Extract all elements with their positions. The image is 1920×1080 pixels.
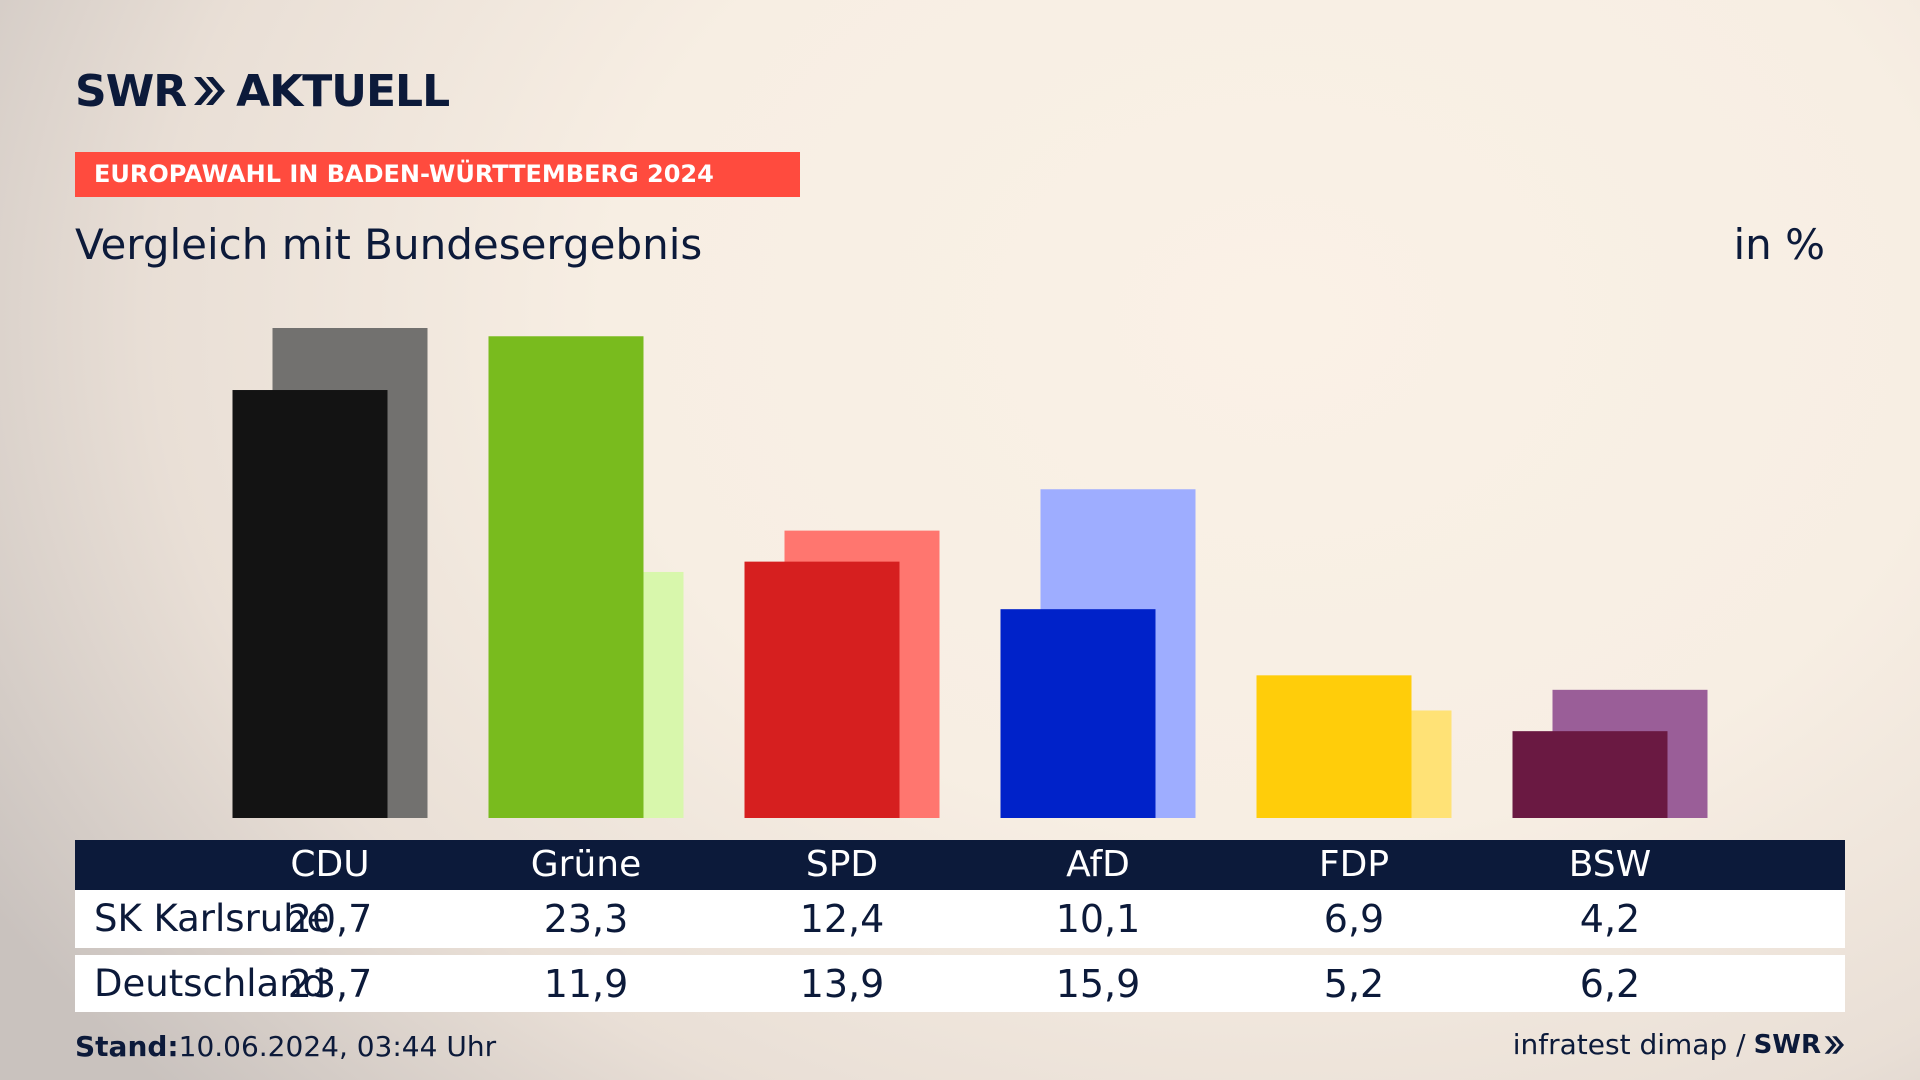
bar-karlsruhe-spd: [744, 561, 900, 818]
results-table: CDU Grüne SPD AfD FDP BSW SK Karlsruhe 20,7 23…: [75, 840, 1845, 1012]
table-row-karlsruhe: SK Karlsruhe 20,7 23,3 12,4 10,1 6,9 4,2: [75, 890, 1845, 948]
column-header-spd: SPD: [805, 844, 879, 885]
banner-text: EUROPAWAHL IN BADEN-WÜRTTEMBERG 2024: [94, 160, 714, 188]
cell-value: 20,7: [287, 897, 373, 941]
source-text: infratest dimap /: [1512, 1028, 1746, 1061]
bar-karlsruhe-bsw: [1512, 731, 1668, 818]
stand-label: Stand:: [75, 1030, 179, 1063]
table-row-deutschland: Deutschland 23,7 11,9 13,9 15,9 5,2 6,2: [75, 955, 1845, 1012]
bar-karlsruhe-afd: [1000, 609, 1156, 818]
table-header-row: CDU Grüne SPD AfD FDP BSW: [75, 840, 1845, 890]
timestamp: Stand:10.06.2024, 03:44 Uhr: [75, 1030, 496, 1063]
stand-value: 10.06.2024, 03:44 Uhr: [178, 1030, 497, 1063]
row-label-karlsruhe: SK Karlsruhe: [94, 897, 330, 940]
column-header-cdu: CDU: [290, 844, 370, 885]
bar-karlsruhe-grüne: [488, 336, 644, 818]
column-header-grüne: Grüne: [530, 844, 642, 885]
small-double-chevron-icon: [1824, 1035, 1844, 1054]
bar-karlsruhe-cdu: [232, 390, 388, 818]
row-label-deutschland: Deutschland: [94, 962, 327, 1005]
double-chevron-icon: [194, 77, 226, 105]
cell-value: 6,9: [1323, 897, 1385, 941]
bar-chart: [232, 328, 1708, 818]
cell-value: 4,2: [1579, 897, 1641, 941]
bar-karlsruhe-fdp: [1256, 675, 1412, 818]
unit-label: in %: [1733, 220, 1825, 269]
cell-value: 12,4: [799, 897, 885, 941]
cell-value: 11,9: [543, 962, 629, 1006]
column-header-afd: AfD: [1066, 844, 1130, 885]
logo-aktuell-text: AKTUELL: [236, 65, 450, 117]
swr-small-logo-text: SWR: [1753, 1029, 1821, 1060]
cell-value: 10,1: [1055, 897, 1141, 941]
logo-swr-text: SWR: [75, 65, 187, 117]
source-credit: infratest dimap / SWR: [1513, 1028, 1845, 1061]
cell-value: 15,9: [1055, 962, 1141, 1006]
cell-value: 13,9: [799, 962, 885, 1006]
cell-value: 6,2: [1579, 962, 1641, 1006]
chart-subtitle: Vergleich mit Bundesergebnis: [75, 220, 703, 269]
column-header-bsw: BSW: [1568, 844, 1652, 885]
election-banner: EUROPAWAHL IN BADEN-WÜRTTEMBERG 2024: [75, 152, 800, 197]
cell-value: 5,2: [1323, 962, 1385, 1006]
swr-aktuell-logo: SWR AKTUELL: [75, 65, 450, 117]
column-header-fdp: FDP: [1318, 844, 1390, 885]
cell-value: 23,7: [287, 962, 373, 1006]
cell-value: 23,3: [543, 897, 629, 941]
